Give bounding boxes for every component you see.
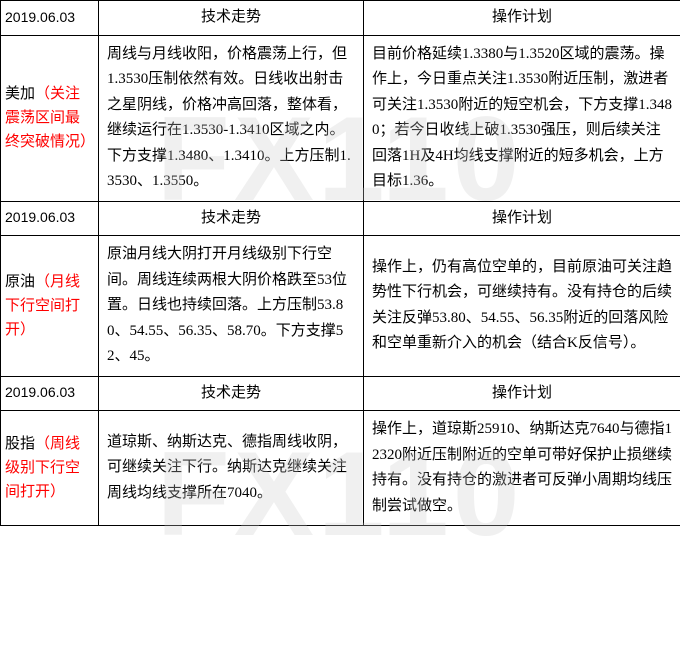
analysis-table: 2019.06.03 技术走势 操作计划 美加（关注震荡区间最终突破情况） 周线…	[0, 0, 680, 526]
trend-content: 周线与月线收阳，价格震荡上行，但1.3530压制依然有效。日线收出射击之星阴线，…	[99, 35, 364, 201]
date-cell: 2019.06.03	[1, 376, 99, 411]
plan-content: 操作上，仍有高位空单的，目前原油可关注趋势性下行机会，可继续持有。没有持仓的后续…	[364, 236, 680, 377]
trend-content: 道琼斯、纳斯达克、德指周线收阴，可继续关注下行。纳斯达克继续关注周线均线支撑所在…	[99, 411, 364, 526]
table-row: 原油（月线下行空间打开） 原油月线大阴打开月线级别下行空间。周线连续两根大阴价格…	[1, 236, 680, 377]
instrument-label: 原油（月线下行空间打开）	[1, 236, 99, 377]
header-trend: 技术走势	[99, 1, 364, 36]
table-row: 股指（周线级别下行空间打开） 道琼斯、纳斯达克、德指周线收阴，可继续关注下行。纳…	[1, 411, 680, 526]
plan-content: 操作上，道琼斯25910、纳斯达克7640与德指12320附近压制附近的空单可带…	[364, 411, 680, 526]
date-cell: 2019.06.03	[1, 1, 99, 36]
instrument-label: 美加（关注震荡区间最终突破情况）	[1, 35, 99, 201]
header-plan: 操作计划	[364, 1, 680, 36]
date-cell: 2019.06.03	[1, 201, 99, 236]
table-row: 美加（关注震荡区间最终突破情况） 周线与月线收阳，价格震荡上行，但1.3530压…	[1, 35, 680, 201]
table-header-row: 2019.06.03 技术走势 操作计划	[1, 376, 680, 411]
instrument-name: 股指	[5, 436, 35, 452]
table-header-row: 2019.06.03 技术走势 操作计划	[1, 1, 680, 36]
trend-content: 原油月线大阴打开月线级别下行空间。周线连续两根大阴价格跌至53位置。日线也持续回…	[99, 236, 364, 377]
instrument-name: 原油	[5, 274, 35, 290]
table-header-row: 2019.06.03 技术走势 操作计划	[1, 201, 680, 236]
header-trend: 技术走势	[99, 376, 364, 411]
header-plan: 操作计划	[364, 376, 680, 411]
instrument-name: 美加	[5, 86, 35, 102]
instrument-label: 股指（周线级别下行空间打开）	[1, 411, 99, 526]
analysis-table-container: FX110 FX110 2019.06.03 技术走势 操作计划 美加（关注震荡…	[0, 0, 680, 526]
header-plan: 操作计划	[364, 201, 680, 236]
plan-content: 目前价格延续1.3380与1.3520区域的震荡。操作上，今日重点关注1.353…	[364, 35, 680, 201]
header-trend: 技术走势	[99, 201, 364, 236]
